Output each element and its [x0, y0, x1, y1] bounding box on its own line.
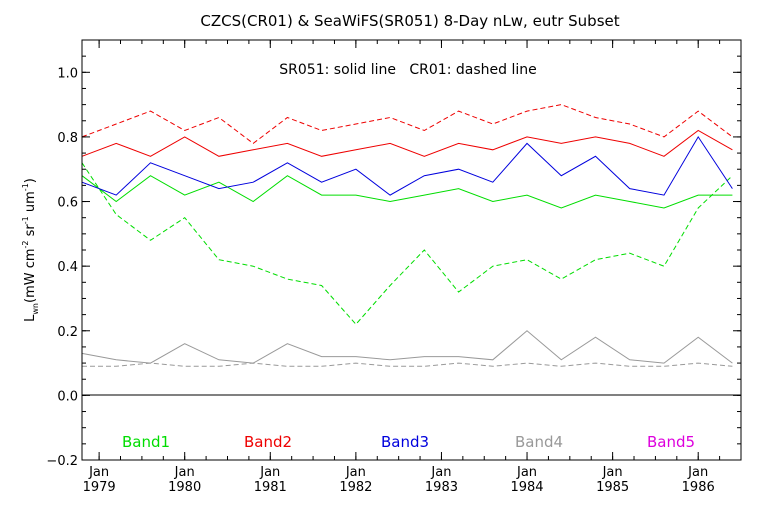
legend-band4: Band4: [515, 433, 563, 451]
y-axis: −0.2 0.0 0.2 0.4 0.6 0.8 1.0: [46, 39, 741, 469]
legend-band1: Band1: [122, 433, 170, 451]
x-tick-label: 1979: [83, 480, 116, 495]
x-tick-label: 1980: [168, 480, 201, 495]
series-band4-dashed: [82, 362, 733, 367]
legend: Band1 Band2 Band3 Band4 Band5: [122, 433, 695, 451]
chart-title: CZCS(CR01) & SeaWiFS(SR051) 8-Day nLw, e…: [200, 12, 619, 30]
legend-band5: Band5: [647, 433, 695, 451]
y-tick-label: 1.0: [57, 66, 78, 81]
x-tick-month: Jan: [687, 465, 708, 480]
series-band1-solid: [81, 175, 733, 209]
y-tick-label: 0.6: [57, 196, 78, 211]
y-axis-label: Lwn(mW cm-2 sr-1 um-1): [21, 178, 40, 322]
series-band2-solid: [81, 129, 733, 157]
legend-band2: Band2: [244, 433, 292, 451]
x-tick-month: Jan: [516, 465, 537, 480]
x-tick-month: Jan: [602, 465, 623, 480]
x-tick-label: 1985: [596, 480, 629, 495]
series-band1-dashed: [81, 162, 733, 326]
x-axis: Jan1979Jan1980Jan1981Jan1982Jan1983Jan19…: [83, 40, 742, 495]
x-tick-month: Jan: [430, 465, 451, 480]
x-tick-month: Jan: [174, 465, 195, 480]
series-band2-dashed: [81, 104, 733, 145]
x-tick-label: 1982: [339, 480, 372, 495]
y-tick-label: 0.2: [57, 325, 78, 340]
y-tick-label: 0.8: [57, 131, 78, 146]
y-tick-label: −0.2: [46, 454, 78, 469]
y-tick-label: 0.0: [57, 389, 78, 404]
series-band4-solid: [81, 330, 733, 364]
series-band3-solid: [81, 135, 733, 196]
svg-text:Lwn(mW cm-2 sr-1 um-1): Lwn(mW cm-2 sr-1 um-1): [21, 178, 40, 322]
line-style-annotation: SR051: solid line CR01: dashed line: [279, 62, 536, 78]
series-layer: [81, 104, 733, 367]
x-tick-label: 1984: [510, 480, 543, 495]
x-tick-label: 1986: [682, 480, 715, 495]
x-tick-month: Jan: [345, 465, 366, 480]
y-tick-label: 0.4: [57, 260, 78, 275]
x-tick-label: 1983: [425, 480, 458, 495]
x-tick-month: Jan: [259, 465, 280, 480]
legend-band3: Band3: [381, 433, 429, 451]
x-tick-month: Jan: [88, 465, 109, 480]
x-tick-label: 1981: [254, 480, 287, 495]
plot-frame: [81, 39, 742, 461]
